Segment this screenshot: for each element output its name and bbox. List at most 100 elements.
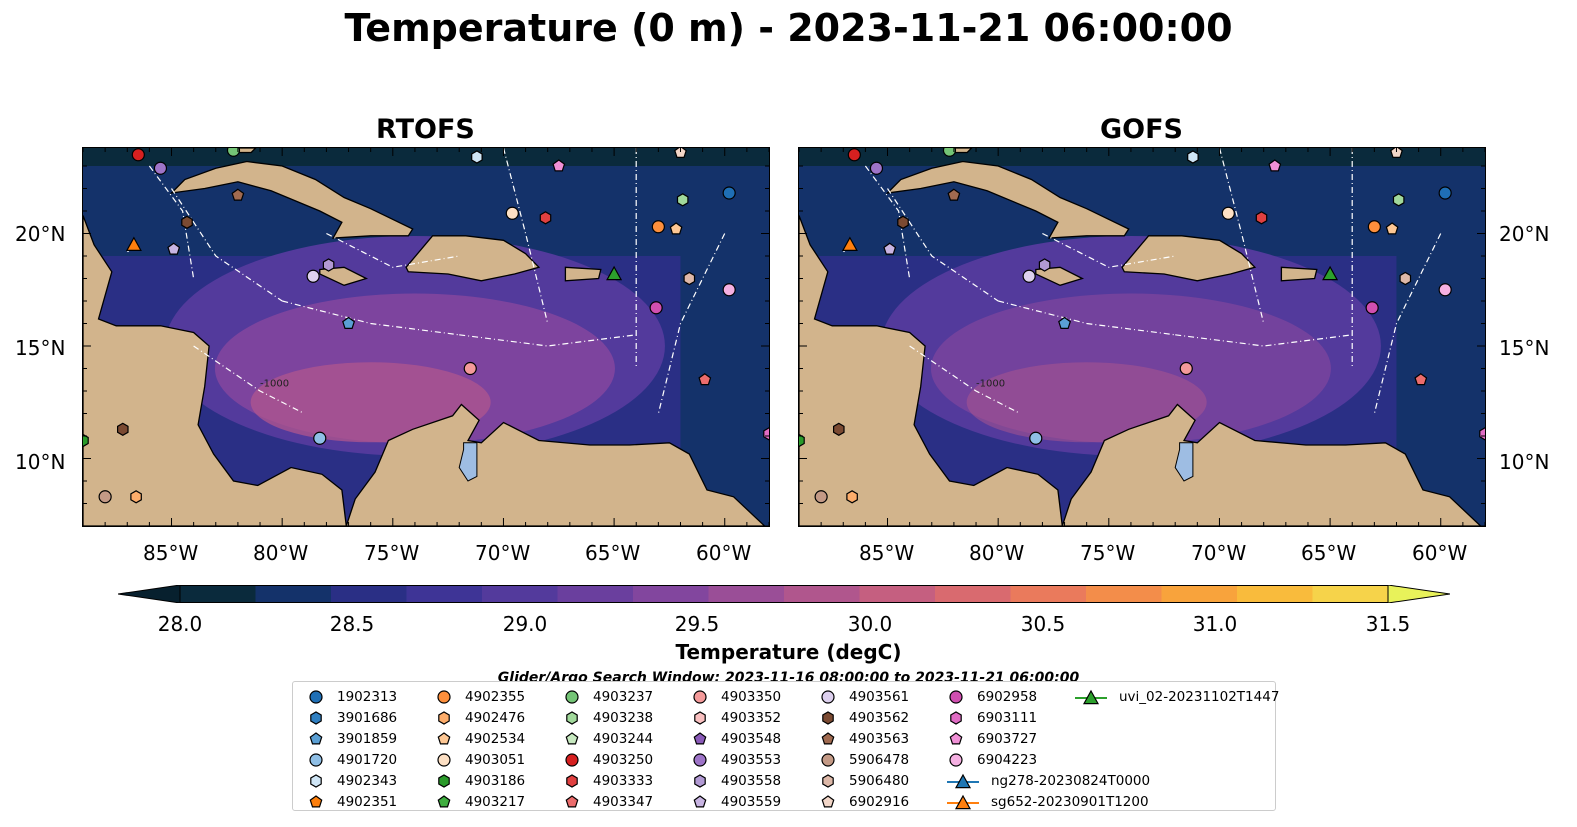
map-panel-rtofs[interactable]: -1000 <box>82 147 770 527</box>
legend-item: ng278-20230824T0000 <box>945 770 1150 791</box>
float-marker-3901859 <box>1058 316 1072 329</box>
colorbar-tick-label: 28.0 <box>157 612 203 636</box>
legend-item: sg652-20230901T1200 <box>945 791 1150 812</box>
legend-marker-icon <box>310 773 322 788</box>
legend-float-symbol <box>822 710 834 725</box>
legend-label: 1902313 <box>337 688 398 705</box>
float-marker-4903051 <box>505 206 519 220</box>
float-marker-4903238 <box>676 193 689 207</box>
lon-tick-gofs: 65°W <box>1301 541 1357 565</box>
colorbar-bin <box>633 585 709 603</box>
legend-label: 4903250 <box>593 751 654 768</box>
float-marker-4903563 <box>231 188 245 201</box>
glider-marker-sg652 <box>841 236 858 251</box>
legend-item: 4903186 <box>433 770 525 791</box>
colorbar-tick-label: 31.5 <box>1365 612 1411 636</box>
legend-float-symbol <box>693 731 707 744</box>
float-marker-6904223 <box>722 283 736 297</box>
lat-tick-left: 20°N <box>15 222 66 246</box>
float-marker-4903562 <box>117 422 129 436</box>
legend-marker-icon <box>310 710 322 725</box>
legend-label: 4903238 <box>593 709 654 726</box>
legend-label: 4903558 <box>721 772 782 789</box>
legend-label: 4902351 <box>337 793 398 810</box>
legend-item: 4903237 <box>561 686 653 707</box>
colorbar-tick-label: 29.5 <box>674 612 720 636</box>
legend-marker-icon <box>949 689 963 704</box>
legend-label: 4903553 <box>721 751 782 768</box>
legend-float-symbol <box>310 773 322 788</box>
legend-float-symbol <box>565 752 579 767</box>
legend-float-symbol <box>694 773 706 788</box>
legend-item: 4903333 <box>561 770 653 791</box>
legend-marker-icon <box>694 773 706 788</box>
legend-item: 4903244 <box>561 728 653 749</box>
legend-float-symbol <box>821 794 835 807</box>
legend-column: 1902313 3901686 3901859 4901720 4902343 49023… <box>305 686 397 812</box>
map-panel-gofs[interactable]: -1000 <box>798 147 1486 527</box>
float-marker-6902958 <box>1365 301 1379 315</box>
colorbar-bin <box>331 585 407 603</box>
float-marker-4903558 <box>1038 258 1051 272</box>
legend-float-symbol <box>309 752 323 767</box>
legend-marker-icon <box>693 731 707 744</box>
legend-marker-icon <box>947 773 979 788</box>
lon-tick-rtofs: 65°W <box>585 541 641 565</box>
legend-item: 4903238 <box>561 707 653 728</box>
legend-label: 6903727 <box>977 730 1038 747</box>
legend-float-symbol <box>949 752 963 767</box>
legend-item: 4902534 <box>433 728 525 749</box>
float-marker-4903562 <box>833 422 845 436</box>
float-marker-4903350 <box>1179 361 1193 376</box>
glider-marker-sg652 <box>125 236 142 251</box>
float-marker-5906480 <box>1399 271 1412 286</box>
float-marker-4902355 <box>1367 220 1381 234</box>
legend: 1902313 3901686 3901859 4901720 4902343 49023… <box>292 681 1279 812</box>
float-marker-6903727 <box>1268 159 1282 172</box>
legend-marker-icon <box>565 794 579 807</box>
legend-label: 4903562 <box>849 709 910 726</box>
legend-item: 4903562 <box>817 707 909 728</box>
float-marker-4901720 <box>1029 431 1043 445</box>
colorbar <box>117 584 1451 604</box>
colorbar-bin <box>180 585 256 603</box>
legend-item: 4903548 <box>689 728 781 749</box>
float-marker-5906478 <box>98 490 112 504</box>
legend-marker-icon <box>821 689 835 704</box>
legend-marker-icon <box>949 731 963 744</box>
legend-label: 6902916 <box>849 793 910 810</box>
float-marker-4903237 <box>942 148 957 157</box>
panel-title-rtofs: RTOFS <box>376 114 475 145</box>
float-marker-3901859 <box>342 316 356 329</box>
lon-tick-rtofs: 70°W <box>475 541 531 565</box>
legend-marker-icon <box>822 773 834 788</box>
glider-marker-uvi_02 <box>1322 265 1339 281</box>
lon-tick-rtofs: 60°W <box>696 541 752 565</box>
legend-float-symbol <box>949 731 963 744</box>
legend-marker-icon <box>309 731 323 744</box>
map-gofs: -1000 <box>799 148 1485 526</box>
lon-tick-gofs: 80°W <box>969 541 1025 565</box>
float-marker-6903111 <box>1479 427 1485 441</box>
legend-float-symbol <box>438 773 450 788</box>
legend-item: 4903563 <box>817 728 909 749</box>
colorbar-tick-label: 29.0 <box>502 612 548 636</box>
legend-marker-icon <box>565 752 579 767</box>
legend-label: 4903350 <box>721 688 782 705</box>
colorbar-bin <box>482 585 558 603</box>
float-marker-4903186 <box>799 433 805 448</box>
float-marker-4903333 <box>1255 211 1268 225</box>
legend-label: 4903561 <box>849 688 910 705</box>
legend-label: ng278-20230824T0000 <box>991 772 1151 789</box>
float-marker-4902534 <box>669 222 683 235</box>
legend-marker-icon <box>565 689 579 704</box>
float-marker-5906480 <box>683 271 696 286</box>
float-marker-4903186 <box>83 433 89 448</box>
legend-label: 4902355 <box>465 688 526 705</box>
legend-column: 6902958 6903111 6903727 6904223 ng278-202308… <box>945 686 1150 812</box>
colorbar-bin <box>1086 585 1162 603</box>
legend-float-symbol <box>437 794 451 807</box>
float-marker-4903347 <box>1414 373 1428 386</box>
float-marker-4902343 <box>1187 150 1199 164</box>
float-marker-4903559 <box>883 242 897 255</box>
